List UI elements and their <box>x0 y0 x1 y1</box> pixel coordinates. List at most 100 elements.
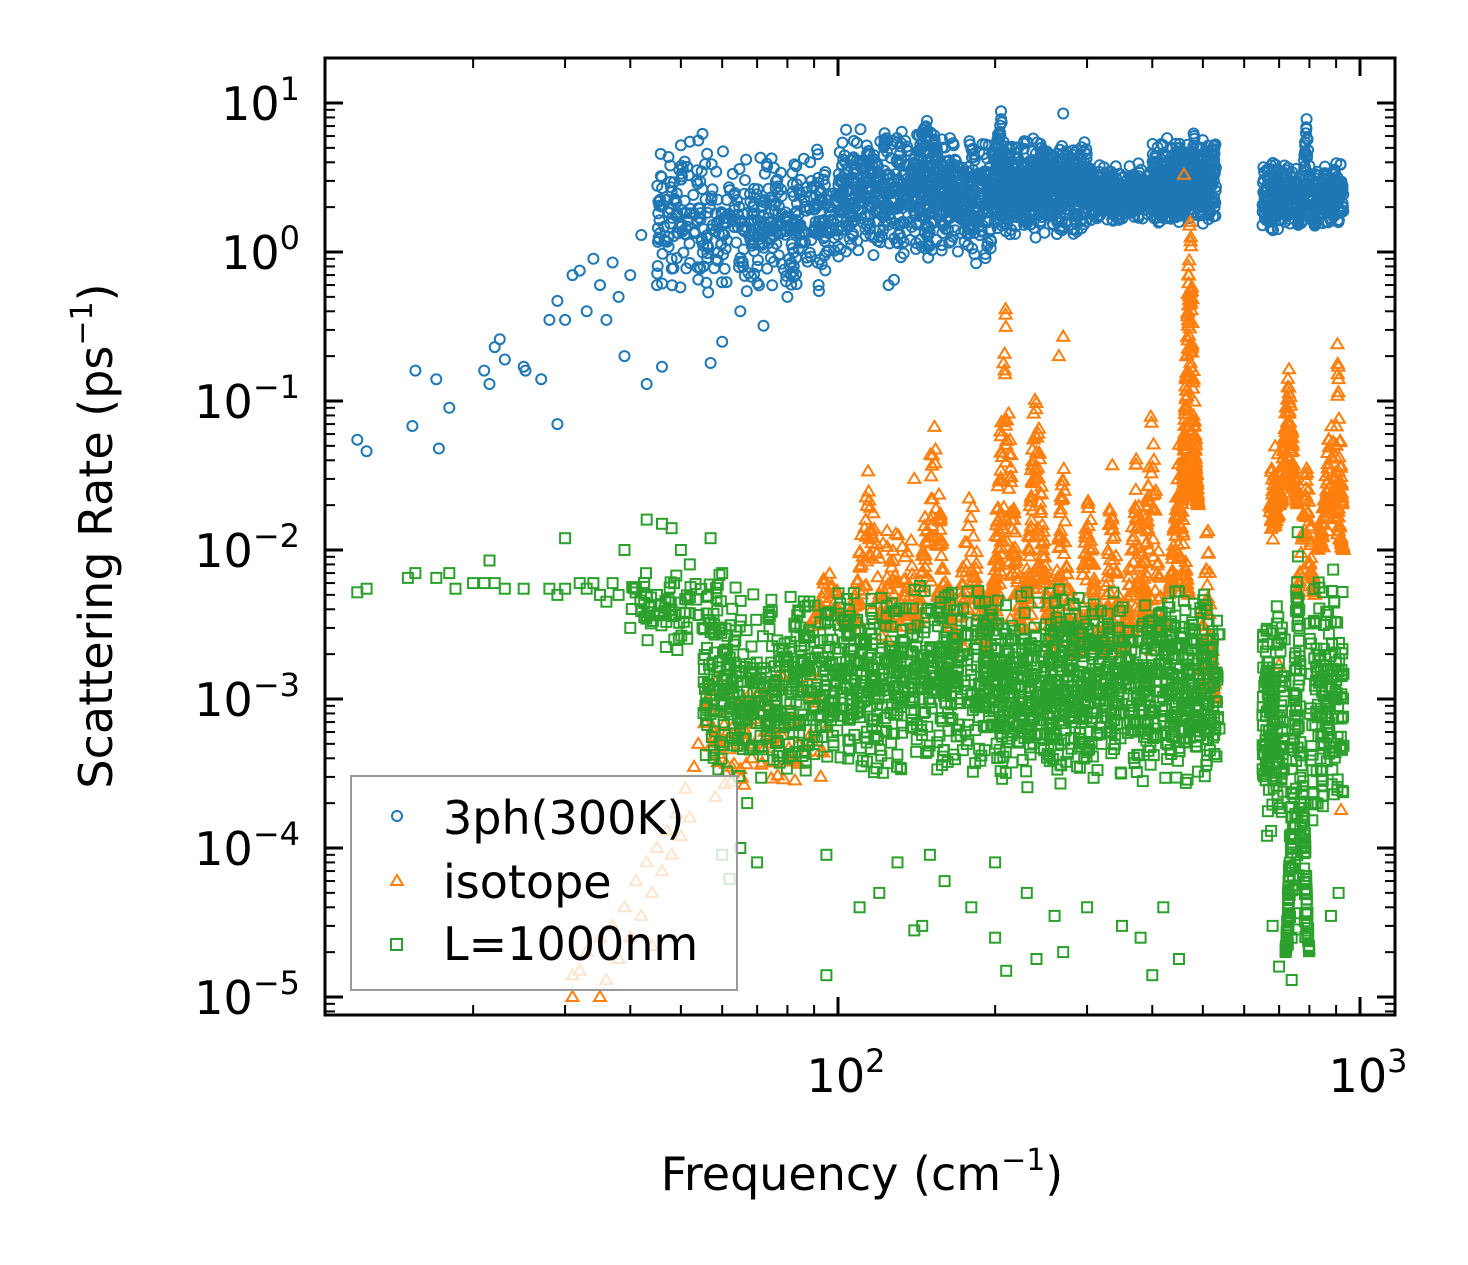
data-point-triangle <box>1007 524 1023 538</box>
data-point-triangle <box>1128 481 1144 495</box>
data-point-circle <box>705 194 718 207</box>
data-point-triangle <box>1145 436 1162 450</box>
data-point-triangle <box>1333 802 1349 815</box>
data-point-circle <box>677 246 690 259</box>
data-point-circle <box>665 262 678 275</box>
data-point-circle <box>888 273 900 286</box>
data-point-circle <box>654 147 667 160</box>
data-point-circle <box>805 226 818 238</box>
data-point-circle <box>594 279 606 292</box>
data-point-triangle <box>903 532 919 546</box>
data-point-triangle <box>1101 501 1118 515</box>
data-point-circle <box>781 290 794 303</box>
data-point-circle <box>775 183 788 196</box>
data-point-circle <box>769 182 782 194</box>
data-point-circle <box>867 249 880 262</box>
data-point-triangle <box>592 989 608 1002</box>
data-point-circle <box>740 285 753 298</box>
data-point-circle <box>768 222 781 235</box>
data-point-circle <box>701 206 714 219</box>
data-point-circle <box>757 319 770 332</box>
data-point-triangle <box>998 318 1014 332</box>
data-point-circle <box>720 276 733 289</box>
data-point-circle <box>699 193 712 206</box>
data-point-triangle <box>1329 336 1346 350</box>
data-point-circle <box>787 246 800 259</box>
data-point-circle <box>406 420 419 432</box>
data-point-triangle <box>812 768 829 782</box>
data-point-circle <box>651 260 664 272</box>
data-point-circle <box>659 235 672 248</box>
data-point-circle <box>696 127 709 140</box>
data-point-circle <box>656 360 668 373</box>
data-point-circle <box>751 277 764 290</box>
data-point-circle <box>606 256 619 269</box>
data-point-circle <box>691 177 704 190</box>
data-point-circle <box>687 188 700 201</box>
data-point-triangle <box>1104 457 1121 471</box>
data-point-circle <box>704 357 717 369</box>
data-point-triangle <box>1055 328 1071 342</box>
data-point-circle <box>746 208 759 221</box>
data-point-triangle <box>1199 577 1215 591</box>
data-point-circle <box>654 226 667 239</box>
data-point-circle <box>551 294 564 307</box>
data-point-circle <box>661 193 674 206</box>
data-point-circle <box>943 236 956 249</box>
data-point-circle <box>765 152 778 165</box>
data-point-circle <box>790 160 803 173</box>
data-point-triangle <box>906 470 923 484</box>
data-point-circle <box>1057 107 1070 120</box>
data-point-circle <box>691 164 704 177</box>
data-point-triangle <box>1051 348 1067 362</box>
data-point-circle <box>656 247 669 260</box>
data-point-circle <box>662 151 675 163</box>
data-point-circle <box>836 136 849 149</box>
data-point-circle <box>624 269 637 282</box>
data-point-circle <box>618 350 631 363</box>
data-point-triangle <box>926 418 943 432</box>
data-point-circle <box>670 252 683 264</box>
data-point-triangle <box>860 463 876 477</box>
data-point-triangle <box>1265 531 1281 545</box>
data-point-circle <box>819 264 832 277</box>
data-point-circle <box>702 286 715 299</box>
data-point-circle <box>430 373 443 386</box>
data-point-circle <box>812 279 825 291</box>
data-point-circle <box>955 227 968 239</box>
data-point-circle <box>771 173 784 186</box>
data-point-triangle <box>1200 544 1217 558</box>
data-point-circle <box>640 378 653 390</box>
data-point-circle <box>751 183 764 196</box>
data-point-circle <box>966 242 979 255</box>
data-point-circle <box>651 267 664 280</box>
data-point-circle <box>587 252 600 265</box>
data-point-circle <box>654 193 667 206</box>
data-point-circle <box>756 238 769 251</box>
data-point-circle <box>758 167 771 180</box>
data-point-circle <box>840 123 853 136</box>
data-point-circle <box>710 218 723 231</box>
data-point-triangle <box>564 989 581 1002</box>
data-point-circle <box>854 123 867 136</box>
data-point-circle <box>945 234 958 247</box>
data-point-circle <box>683 237 696 250</box>
data-point-circle <box>683 257 696 269</box>
data-point-circle <box>797 152 810 165</box>
data-point-circle <box>683 135 696 148</box>
data-point-circle <box>651 279 663 292</box>
data-point-circle <box>498 353 511 366</box>
data-point-circle <box>754 151 767 164</box>
data-point-circle <box>770 237 783 250</box>
data-point-circle <box>756 227 769 240</box>
data-point-circle <box>432 442 445 455</box>
data-point-circle <box>675 173 688 186</box>
data-point-circle <box>951 245 964 258</box>
data-point-circle <box>666 279 679 292</box>
data-point-circle <box>674 281 687 294</box>
data-point-circle <box>788 158 801 171</box>
data-marks <box>351 105 1352 1002</box>
data-point-circle <box>656 182 669 195</box>
data-point-circle <box>519 364 532 377</box>
data-point-circle <box>811 143 824 156</box>
